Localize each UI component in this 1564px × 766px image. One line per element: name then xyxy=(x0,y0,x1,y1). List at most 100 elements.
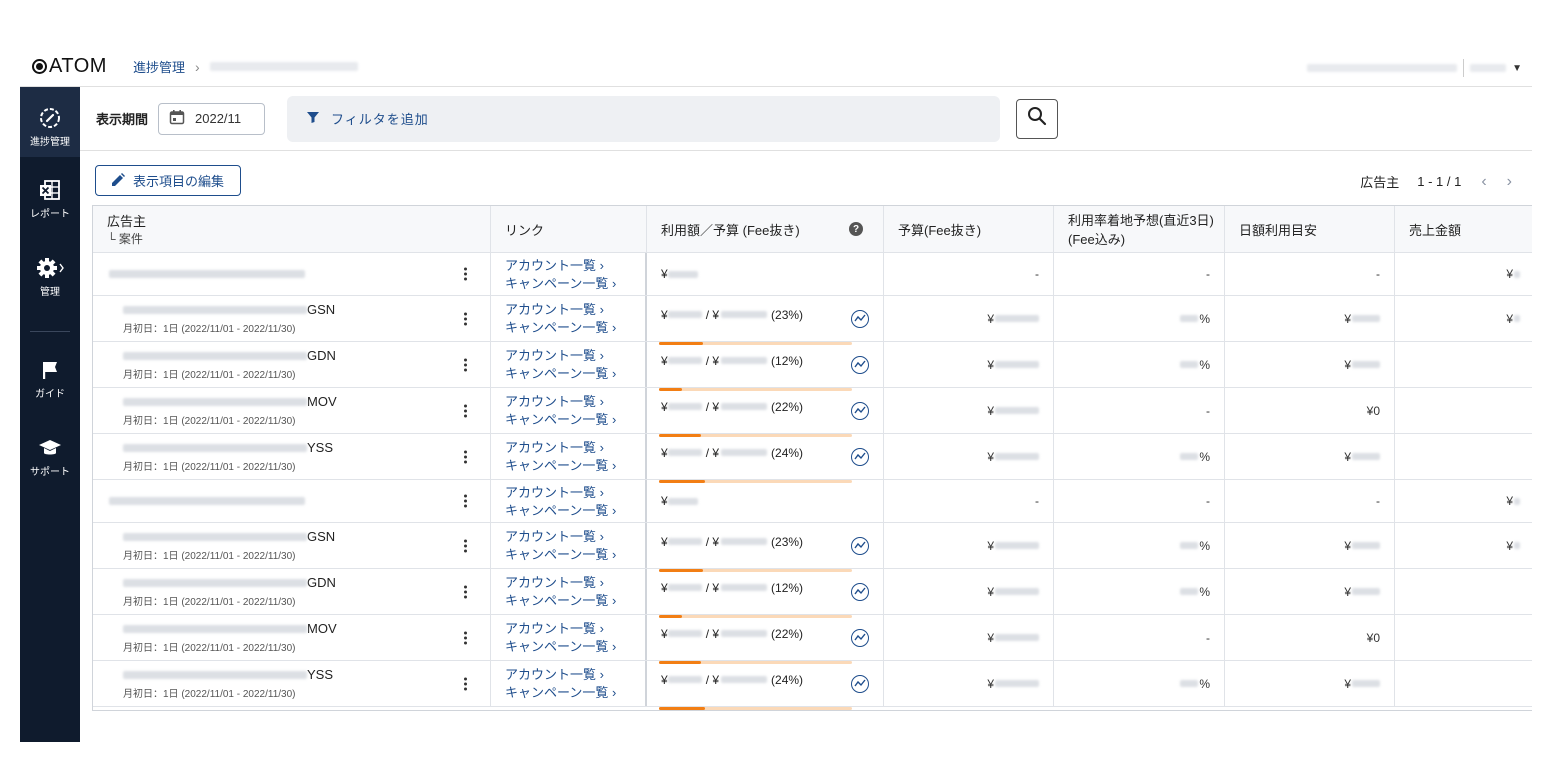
case-name[interactable]: MOV xyxy=(123,621,337,636)
sidebar-item-admin[interactable]: 管理 xyxy=(20,255,80,315)
progress-icon xyxy=(38,105,62,131)
usage-progress-fill xyxy=(659,706,706,710)
progress-table: 広告主 └ 案件 リンク 利用額／予算 (Fee抜き) ? 予算(Fee抜き) … xyxy=(92,205,1532,711)
budget-cell: ¥ xyxy=(884,661,1054,706)
trend-chart-icon[interactable] xyxy=(851,674,869,693)
budget-cell-currency: ¥ xyxy=(987,584,994,599)
advertiser-cell xyxy=(93,480,491,522)
account-list-link[interactable]: アカウント一覧 › xyxy=(505,440,604,455)
trend-chart-icon[interactable] xyxy=(851,536,869,555)
campaign-list-link[interactable]: キャンペーン一覧 › xyxy=(505,366,617,381)
campaign-list-link[interactable]: キャンペーン一覧 › xyxy=(505,458,617,473)
account-list-link[interactable]: アカウント一覧 › xyxy=(505,621,604,636)
help-icon[interactable]: ? xyxy=(849,222,863,236)
breadcrumb-advertiser-redacted[interactable] xyxy=(209,62,358,71)
prev-page-icon[interactable]: ‹ xyxy=(1481,172,1487,190)
usage-progress-bar xyxy=(659,614,852,618)
account-list-link[interactable]: アカウント一覧 › xyxy=(505,575,604,590)
case-name[interactable]: GDN xyxy=(123,348,336,363)
advertiser-row: アカウント一覧 › キャンペーン一覧 › ¥ - - - ¥ xyxy=(93,253,1532,296)
usage-percent: (24%) xyxy=(771,445,804,460)
case-name[interactable]: GSN xyxy=(123,302,335,317)
user-menu[interactable]: ▼ xyxy=(1307,59,1522,77)
usage-percent: (24%) xyxy=(771,672,804,687)
campaign-list-link[interactable]: キャンペーン一覧 › xyxy=(505,275,617,291)
account-list-link[interactable]: アカウント一覧 › xyxy=(505,394,604,409)
redacted-value xyxy=(995,542,1039,549)
sidebar-item-support[interactable]: サポート xyxy=(20,435,80,495)
daily-target-cell-currency: ¥ xyxy=(1344,449,1351,464)
trend-chart-icon[interactable] xyxy=(851,401,869,420)
sidebar-item-progress[interactable]: 進捗管理 xyxy=(20,87,80,157)
case-name[interactable] xyxy=(109,270,305,278)
case-name[interactable]: GDN xyxy=(123,575,336,590)
daily-target-cell: ¥0 xyxy=(1225,615,1395,660)
account-list-link[interactable]: アカウント一覧 › xyxy=(505,667,604,682)
case-name[interactable]: GSN xyxy=(123,529,335,544)
top-bar: ATOM 進捗管理 › ▼ xyxy=(20,47,1532,87)
more-vert-icon[interactable] xyxy=(464,494,468,508)
breadcrumb-progress[interactable]: 進捗管理 xyxy=(132,60,185,75)
sidebar: 進捗管理 レポート 管理 ガイド サポート xyxy=(20,87,80,742)
more-vert-icon[interactable] xyxy=(464,539,468,552)
redacted-value xyxy=(995,588,1039,595)
trend-chart-icon[interactable] xyxy=(851,628,869,647)
header-usage: 利用額／予算 (Fee抜き) ? xyxy=(647,206,884,252)
more-vert-icon[interactable] xyxy=(464,312,468,325)
account-list-link[interactable]: アカウント一覧 › xyxy=(505,257,604,273)
usage-value: ¥ / ¥ (24%) xyxy=(661,446,883,460)
usage-cell: ¥ / ¥ (22%) xyxy=(647,615,884,664)
usage-progress-bar xyxy=(659,568,852,572)
account-list-link[interactable]: アカウント一覧 › xyxy=(505,484,604,500)
trend-chart-icon[interactable] xyxy=(851,355,869,374)
case-name[interactable] xyxy=(109,497,305,505)
search-button[interactable] xyxy=(1016,98,1059,139)
case-row: YSS 月初日：1日 (2022/11/01 - 2022/11/30) アカウント… xyxy=(93,434,1532,483)
usage-cell: ¥ / ¥ (12%) xyxy=(647,569,884,618)
campaign-list-link[interactable]: キャンペーン一覧 › xyxy=(505,412,617,427)
campaign-list-link[interactable]: キャンペーン一覧 › xyxy=(505,547,617,562)
budget-cell-value: - xyxy=(1035,267,1039,281)
campaign-list-link[interactable]: キャンペーン一覧 › xyxy=(505,639,617,654)
case-media-suffix: GSN xyxy=(307,529,336,544)
edit-columns-button[interactable]: 表示項目の編集 xyxy=(95,165,241,196)
add-filter-button[interactable]: フィルタを追加 xyxy=(287,95,1001,142)
advertiser-name-redacted xyxy=(109,497,305,505)
more-vert-icon[interactable] xyxy=(464,677,468,690)
trend-chart-icon[interactable] xyxy=(851,447,869,466)
sidebar-item-report[interactable]: レポート xyxy=(20,177,80,237)
trend-chart-icon[interactable] xyxy=(851,309,869,328)
more-vert-icon[interactable] xyxy=(464,450,468,463)
forecast-rate-cell: % xyxy=(1054,342,1225,387)
case-name[interactable]: YSS xyxy=(123,440,333,455)
campaign-list-link[interactable]: キャンペーン一覧 › xyxy=(505,502,617,518)
campaign-list-link[interactable]: キャンペーン一覧 › xyxy=(505,685,617,700)
campaign-list-link[interactable]: キャンペーン一覧 › xyxy=(505,593,617,608)
account-list-link[interactable]: アカウント一覧 › xyxy=(505,348,604,363)
account-list-link[interactable]: アカウント一覧 › xyxy=(505,302,604,317)
redacted-value xyxy=(721,584,768,591)
period-picker[interactable]: 2022/11 xyxy=(158,102,266,135)
more-vert-icon[interactable] xyxy=(464,358,468,371)
sales-cell-currency: ¥ xyxy=(1506,267,1513,281)
usage-progress-fill xyxy=(659,568,704,572)
case-name[interactable]: MOV xyxy=(123,394,337,409)
sidebar-item-guide[interactable]: ガイド xyxy=(20,357,80,417)
more-vert-icon[interactable] xyxy=(464,585,468,598)
more-vert-icon[interactable] xyxy=(464,404,468,417)
case-row: GDN 月初日：1日 (2022/11/01 - 2022/11/30) アカウント… xyxy=(93,569,1532,618)
next-page-icon[interactable]: › xyxy=(1506,172,1512,190)
logo[interactable]: ATOM xyxy=(32,55,107,78)
sales-cell xyxy=(1395,661,1532,706)
more-vert-icon[interactable] xyxy=(464,631,468,644)
more-vert-icon[interactable] xyxy=(464,267,468,281)
daily-target-cell-value: ¥0 xyxy=(1366,630,1380,645)
case-row: GSN 月初日：1日 (2022/11/01 - 2022/11/30) アカウント… xyxy=(93,523,1532,572)
trend-chart-icon[interactable] xyxy=(851,582,869,601)
sales-cell xyxy=(1395,434,1532,479)
sales-cell: ¥ xyxy=(1395,296,1532,341)
case-name[interactable]: YSS xyxy=(123,667,333,682)
header-budget: 予算(Fee抜き) xyxy=(884,206,1054,252)
account-list-link[interactable]: アカウント一覧 › xyxy=(505,529,604,544)
campaign-list-link[interactable]: キャンペーン一覧 › xyxy=(505,320,617,335)
